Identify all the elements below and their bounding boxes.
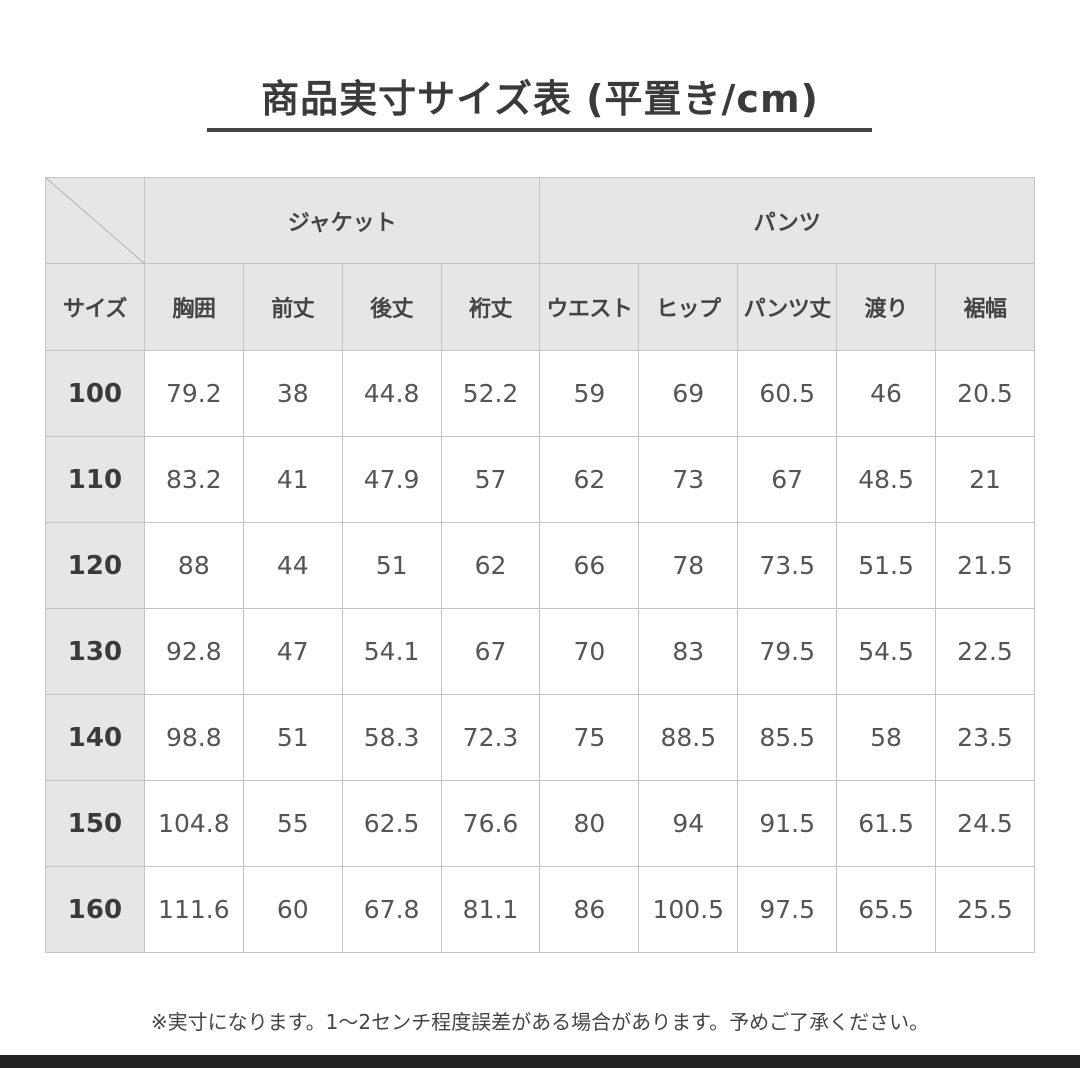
measurement-cell: 62 [440,522,541,609]
measurement-cell: 60 [242,866,343,953]
column-header: ウエスト [539,263,640,351]
column-header: 前丈 [242,263,343,351]
measurement-cell: 70 [539,608,640,695]
measurement-cell: 24.5 [935,780,1035,867]
measurement-cell: 67 [737,436,838,523]
measurement-cell: 62 [539,436,640,523]
column-header-row: サイズ 胸囲 前丈 後丈 裄丈 ウエスト ヒップ パンツ丈 渡り 裾幅 [45,263,1035,351]
measurement-cell: 47.9 [341,436,442,523]
measurement-cell: 78 [638,522,739,609]
measurement-cell: 59 [539,350,640,437]
measurement-cell: 97.5 [737,866,838,953]
measurement-cell: 54.1 [341,608,442,695]
measurement-cell: 88.5 [638,694,739,781]
measurement-cell: 57 [440,436,541,523]
table-row: 140 98.8 51 58.3 72.3 75 88.5 85.5 58 23.5 [45,694,1035,781]
measurement-cell: 100.5 [638,866,739,953]
measurement-cell: 73.5 [737,522,838,609]
column-header: サイズ [45,263,145,351]
measurement-cell: 67.8 [341,866,442,953]
corner-cell [45,177,145,264]
measurement-cell: 25.5 [935,866,1035,953]
column-header: パンツ丈 [737,263,838,351]
measurement-cell: 22.5 [935,608,1035,695]
measurement-cell: 46 [836,350,937,437]
table-row: 160 111.6 60 67.8 81.1 86 100.5 97.5 65.5 25.5 [45,866,1035,953]
table-row: 130 92.8 47 54.1 67 70 83 79.5 54.5 22.5 [45,608,1035,695]
measurement-cell: 51 [341,522,442,609]
group-header-row: ジャケット パンツ [45,177,1035,264]
table-row: 110 83.2 41 47.9 57 62 73 67 48.5 21 [45,436,1035,523]
measurement-cell: 44 [242,522,343,609]
measurement-cell: 92.8 [143,608,244,695]
measurement-cell: 104.8 [143,780,244,867]
measurement-cell: 47 [242,608,343,695]
measurement-cell: 61.5 [836,780,937,867]
measurement-cell: 75 [539,694,640,781]
column-header: 渡り [836,263,937,351]
measurement-cell: 73 [638,436,739,523]
column-header: 裾幅 [935,263,1035,351]
measurement-cell: 60.5 [737,350,838,437]
measurement-cell: 83 [638,608,739,695]
measurement-cell: 98.8 [143,694,244,781]
measurement-cell: 65.5 [836,866,937,953]
measurement-cell: 20.5 [935,350,1035,437]
size-cell: 160 [45,866,145,953]
size-cell: 100 [45,350,145,437]
diagonal-line-icon [46,178,144,263]
column-header: ヒップ [638,263,739,351]
table-row: 120 88 44 51 62 66 78 73.5 51.5 21.5 [45,522,1035,609]
measurement-cell: 79.2 [143,350,244,437]
measurement-cell: 94 [638,780,739,867]
size-cell: 120 [45,522,145,609]
measurement-cell: 44.8 [341,350,442,437]
measurement-cell: 51 [242,694,343,781]
measurement-cell: 52.2 [440,350,541,437]
column-header: 胸囲 [143,263,244,351]
measurement-cell: 21 [935,436,1035,523]
page-title: 商品実寸サイズ表 (平置き/cm) [261,77,819,121]
title-underline [207,128,872,132]
size-cell: 110 [45,436,145,523]
measurement-cell: 21.5 [935,522,1035,609]
measurement-cell: 86 [539,866,640,953]
measurement-cell: 58 [836,694,937,781]
size-cell: 150 [45,780,145,867]
measurement-cell: 67 [440,608,541,695]
size-cell: 140 [45,694,145,781]
table-row: 100 79.2 38 44.8 52.2 59 69 60.5 46 20.5 [45,350,1035,437]
measurement-cell: 62.5 [341,780,442,867]
measurement-cell: 54.5 [836,608,937,695]
size-cell: 130 [45,608,145,695]
measurement-cell: 23.5 [935,694,1035,781]
measurement-cell: 69 [638,350,739,437]
measurement-cell: 58.3 [341,694,442,781]
measurement-cell: 48.5 [836,436,937,523]
measurement-cell: 80 [539,780,640,867]
table-row: 150 104.8 55 62.5 76.6 80 94 91.5 61.5 24.5 [45,780,1035,867]
measurement-cell: 51.5 [836,522,937,609]
size-table: ジャケット パンツ サイズ 胸囲 前丈 後丈 裄丈 ウエスト ヒップ パンツ丈 渡り 裾幅 100… [45,177,1035,953]
measurement-cell: 41 [242,436,343,523]
measurement-cell: 111.6 [143,866,244,953]
measurement-cell: 72.3 [440,694,541,781]
column-header: 後丈 [341,263,442,351]
measurement-cell: 79.5 [737,608,838,695]
measurement-cell: 76.6 [440,780,541,867]
measurement-cell: 88 [143,522,244,609]
measurement-cell: 38 [242,350,343,437]
bottom-bar [0,1055,1080,1068]
disclaimer-note: ※実寸になります。1〜2センチ程度誤差がある場合があります。予めご了承ください。 [150,1010,930,1034]
column-header: 裄丈 [440,263,541,351]
measurement-cell: 83.2 [143,436,244,523]
measurement-cell: 55 [242,780,343,867]
measurement-cell: 81.1 [440,866,541,953]
measurement-cell: 66 [539,522,640,609]
group-pants: パンツ [539,177,1035,264]
group-jacket: ジャケット [143,177,541,264]
measurement-cell: 91.5 [737,780,838,867]
measurement-cell: 85.5 [737,694,838,781]
